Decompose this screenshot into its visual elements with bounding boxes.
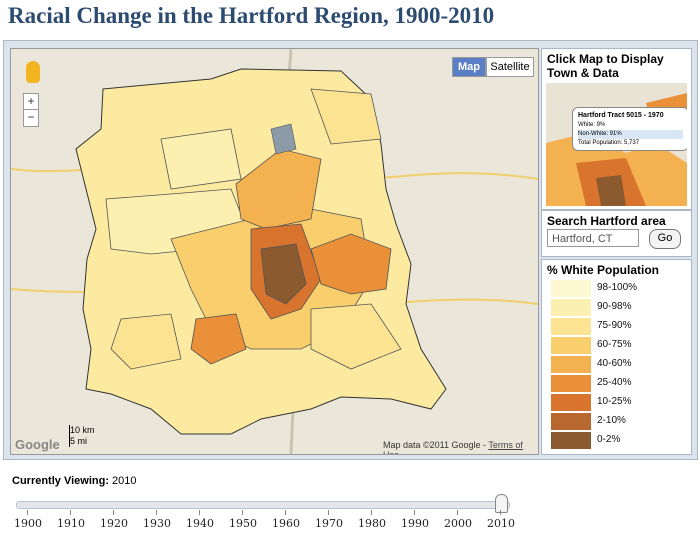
year-slider-track[interactable] xyxy=(16,501,510,509)
tooltip-nonwhite: Non-White: 91% xyxy=(578,130,683,139)
year-tick-mark xyxy=(242,510,243,515)
legend-item: 75-90% xyxy=(551,318,677,335)
legend-swatch xyxy=(551,337,591,354)
tooltip-white: White: 9% xyxy=(578,122,606,128)
legend-swatch xyxy=(551,318,591,335)
legend-item: 60-75% xyxy=(551,337,677,354)
year-tick-mark xyxy=(500,510,501,515)
terms-of-use-link[interactable]: Terms of Use xyxy=(383,440,523,455)
legend-label: 60-75% xyxy=(597,339,632,350)
map-attribution: Map data ©2011 Google - Terms of Use xyxy=(383,440,538,455)
pegman-icon[interactable] xyxy=(26,61,40,83)
google-logo: Google xyxy=(15,437,60,452)
town-area xyxy=(310,303,402,370)
scale-mi: 5 mi xyxy=(70,436,88,446)
scale-bar: 10 km 5 mi xyxy=(69,425,130,447)
year-tick-mark xyxy=(156,510,157,515)
year-slider-handle[interactable] xyxy=(495,494,508,513)
year-tick-label[interactable]: 1950 xyxy=(229,517,257,530)
legend-swatch xyxy=(551,394,591,411)
legend-swatch xyxy=(551,280,591,297)
info-panel: Click Map to Display Town & Data Hartfor… xyxy=(541,48,692,210)
town-area xyxy=(310,88,382,145)
scale-km: 10 km xyxy=(70,425,95,435)
year-tick-label[interactable]: 1900 xyxy=(14,517,42,530)
legend-item: 10-25% xyxy=(551,394,677,411)
year-tick-label[interactable]: 1990 xyxy=(401,517,429,530)
year-tick-label[interactable]: 2010 xyxy=(487,517,515,530)
legend-swatch xyxy=(551,299,591,316)
year-tick-label[interactable]: 2000 xyxy=(444,517,472,530)
town-area xyxy=(190,313,247,365)
year-tick-label[interactable]: 1910 xyxy=(57,517,85,530)
legend-label: 2-10% xyxy=(597,415,626,426)
year-tick-mark xyxy=(199,510,200,515)
year-tick-mark xyxy=(371,510,372,515)
legend-item: 90-98% xyxy=(551,299,677,316)
year-tick-mark xyxy=(328,510,329,515)
year-tick-label[interactable]: 1970 xyxy=(315,517,343,530)
go-button[interactable]: Go xyxy=(649,229,681,249)
legend-item: 25-40% xyxy=(551,375,677,392)
year-tick-mark xyxy=(285,510,286,515)
search-input[interactable]: Hartford, CT xyxy=(547,229,639,247)
zoom-out-button[interactable]: − xyxy=(23,109,39,127)
town-area xyxy=(260,243,307,305)
year-tick-label[interactable]: 1940 xyxy=(186,517,214,530)
year-tick-label[interactable]: 1960 xyxy=(272,517,300,530)
legend-label: 40-60% xyxy=(597,358,632,369)
tooltip-tract: Hartford Tract 5015 - 1970 xyxy=(578,112,664,119)
tract-tooltip: Hartford Tract 5015 - 1970 White: 9% Non… xyxy=(572,107,687,151)
legend-label: 90-98% xyxy=(597,301,632,312)
legend-item: 2-10% xyxy=(551,413,677,430)
legend-label: 10-25% xyxy=(597,396,632,407)
legend-item: 40-60% xyxy=(551,356,677,373)
year-tick-mark xyxy=(414,510,415,515)
legend-swatch xyxy=(551,413,591,430)
year-tick-label[interactable]: 1920 xyxy=(100,517,128,530)
map-canvas[interactable]: + − Map Satellite Google 10 km 5 mi Map … xyxy=(10,48,539,455)
legend-item: 0-2% xyxy=(551,432,677,449)
currently-viewing: Currently Viewing: 2010 xyxy=(12,475,137,487)
info-thumbnail[interactable]: Hartford Tract 5015 - 1970 White: 9% Non… xyxy=(546,83,687,206)
map-type-map-button[interactable]: Map xyxy=(452,57,486,77)
town-area xyxy=(160,128,242,190)
year-tick-mark xyxy=(113,510,114,515)
year-tick-mark xyxy=(457,510,458,515)
viewing-value: 2010 xyxy=(112,475,137,487)
legend-label: 25-40% xyxy=(597,377,632,388)
legend-title: % White Population xyxy=(547,263,659,277)
year-tick-mark xyxy=(27,510,28,515)
tooltip-population: Total Population: 5,737 xyxy=(578,140,640,146)
info-panel-title: Click Map to Display Town & Data xyxy=(547,52,664,80)
map-graphics[interactable] xyxy=(11,49,538,454)
page-title: Racial Change in the Hartford Region, 19… xyxy=(8,3,495,28)
town-area xyxy=(310,233,392,295)
viewing-label: Currently Viewing: xyxy=(12,475,109,487)
legend-swatch xyxy=(551,375,591,392)
legend-label: 0-2% xyxy=(597,434,621,445)
map-type-satellite-button[interactable]: Satellite xyxy=(486,57,534,77)
town-area xyxy=(110,313,182,370)
year-tick-label[interactable]: 1930 xyxy=(143,517,171,530)
legend-label: 75-90% xyxy=(597,320,632,331)
legend-swatch xyxy=(551,356,591,373)
legend-swatch xyxy=(551,432,591,449)
year-tick-mark xyxy=(70,510,71,515)
search-panel: Search Hartford area Hartford, CT Go xyxy=(541,210,692,257)
attribution-text: Map data ©2011 Google - xyxy=(383,440,489,450)
year-tick-label[interactable]: 1980 xyxy=(358,517,386,530)
legend-item: 98-100% xyxy=(551,280,677,297)
legend-label: 98-100% xyxy=(597,282,638,293)
airport-area xyxy=(270,123,297,155)
legend-panel: % White Population 98-100% 90-98% 75-90% 60… xyxy=(541,259,692,455)
search-title: Search Hartford area xyxy=(547,214,666,228)
